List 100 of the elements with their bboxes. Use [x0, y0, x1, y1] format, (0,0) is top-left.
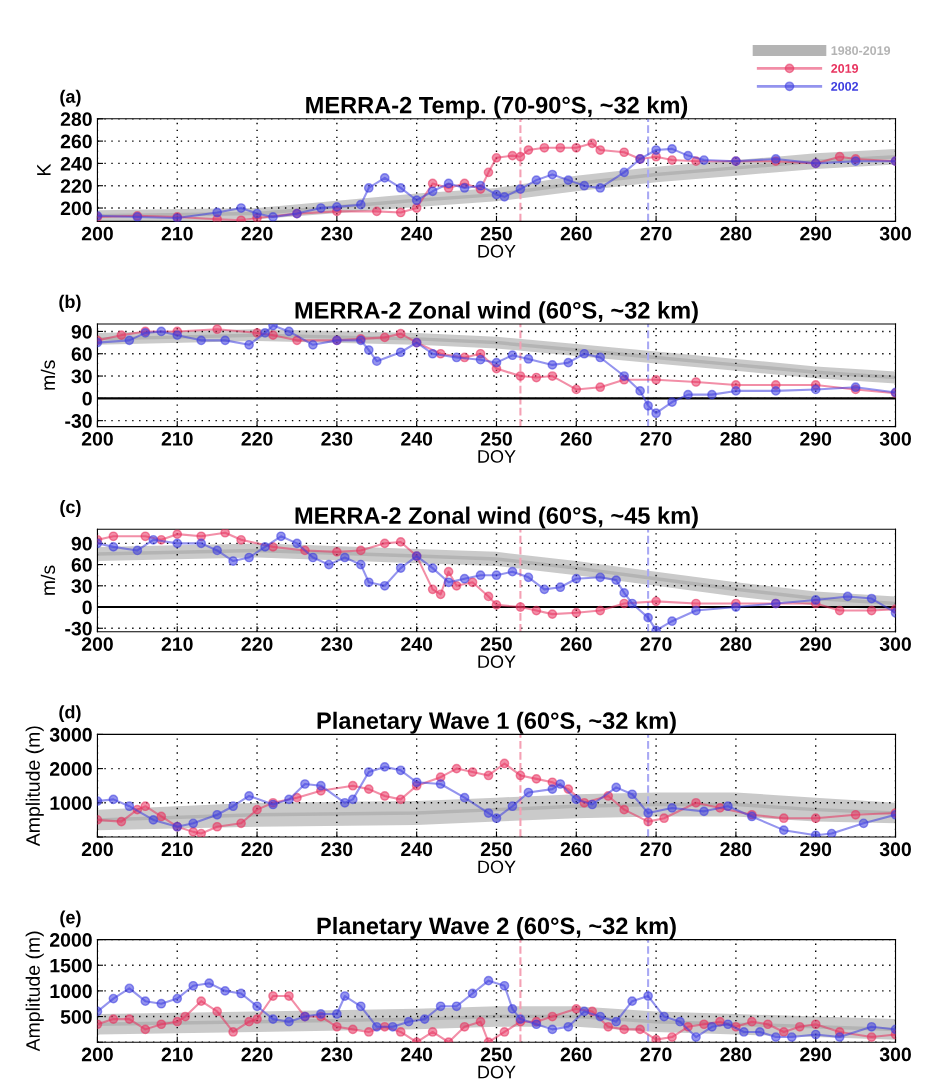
- point: [810, 1029, 821, 1040]
- x-tick-label: 210: [161, 226, 193, 241]
- point: [212, 545, 223, 556]
- point: [834, 605, 845, 616]
- point: [747, 1016, 757, 1027]
- point: [858, 818, 869, 829]
- point: [731, 386, 741, 396]
- point: [252, 1001, 262, 1012]
- point: [363, 183, 374, 193]
- point: [683, 150, 693, 161]
- x-tick-label: 220: [241, 431, 273, 446]
- point: [515, 151, 526, 162]
- point: [188, 980, 199, 991]
- point: [395, 563, 406, 573]
- point: [379, 332, 390, 343]
- point: [316, 780, 326, 791]
- point: [284, 326, 294, 337]
- point: [834, 1032, 845, 1042]
- point: [347, 780, 358, 791]
- point: [595, 1011, 606, 1022]
- point: [866, 1032, 877, 1042]
- point: [595, 145, 606, 155]
- point: [707, 1021, 717, 1032]
- x-tick-label: 270: [640, 431, 672, 446]
- point: [627, 996, 638, 1007]
- point: [739, 1027, 749, 1037]
- point: [379, 538, 390, 549]
- point: [108, 794, 119, 805]
- point: [595, 605, 606, 616]
- x-tick-label: 230: [321, 637, 353, 651]
- point: [651, 1034, 661, 1043]
- point: [866, 1021, 877, 1032]
- point: [619, 147, 630, 158]
- point: [244, 552, 254, 563]
- point: [619, 588, 630, 598]
- point: [778, 813, 789, 824]
- x-tick-label: 280: [720, 637, 752, 651]
- point: [140, 801, 151, 812]
- point: [268, 212, 278, 222]
- point: [507, 566, 518, 577]
- point: [651, 374, 661, 385]
- point: [435, 589, 446, 600]
- point: [611, 1016, 622, 1027]
- point: [268, 991, 278, 1001]
- point: [475, 180, 486, 191]
- y-tick-label: 260: [60, 134, 92, 149]
- x-tick-label: 230: [321, 226, 353, 241]
- point: [810, 1019, 821, 1030]
- y-axis-title: K: [37, 163, 51, 175]
- point: [866, 593, 877, 604]
- point: [499, 192, 510, 202]
- point: [140, 531, 151, 542]
- point: [260, 328, 270, 338]
- point: [547, 1011, 558, 1022]
- point: [459, 792, 470, 803]
- point: [108, 542, 119, 552]
- point: [116, 330, 127, 341]
- point: [435, 779, 446, 789]
- legend-label: 2002: [831, 81, 859, 91]
- point: [778, 825, 789, 836]
- point: [635, 1024, 645, 1035]
- point: [499, 758, 510, 769]
- point: [459, 573, 470, 584]
- x-tick-label: 290: [800, 226, 832, 241]
- point: [148, 815, 159, 825]
- point: [172, 993, 183, 1004]
- y-axis-title: m/s: [40, 360, 56, 390]
- point: [228, 1027, 238, 1037]
- point: [507, 801, 518, 812]
- point: [108, 1014, 119, 1024]
- point: [659, 813, 669, 824]
- point: [539, 584, 550, 595]
- point: [156, 326, 167, 337]
- point: [571, 1003, 582, 1014]
- point: [523, 787, 534, 798]
- point: [643, 808, 653, 818]
- x-tick-label: 250: [480, 1047, 512, 1062]
- x-tick-label: 230: [321, 1047, 353, 1062]
- point: [499, 1027, 510, 1037]
- x-tick-label: 220: [241, 637, 273, 651]
- point: [667, 1032, 677, 1042]
- point: [172, 529, 183, 540]
- y-tick-label: 30: [71, 579, 92, 594]
- point: [403, 1016, 414, 1027]
- point: [355, 559, 366, 570]
- point: [579, 180, 590, 191]
- point: [220, 986, 230, 996]
- text: (b): [59, 294, 81, 312]
- point: [691, 605, 701, 616]
- point: [826, 828, 837, 837]
- point: [770, 386, 781, 396]
- point: [316, 203, 326, 213]
- point: [252, 1014, 262, 1024]
- point: [244, 791, 254, 801]
- point: [212, 809, 223, 820]
- point: [371, 356, 382, 367]
- point: [595, 572, 606, 583]
- y-tick-label: 60: [71, 558, 92, 572]
- point: [395, 765, 406, 776]
- x-tick-label: 240: [401, 226, 433, 241]
